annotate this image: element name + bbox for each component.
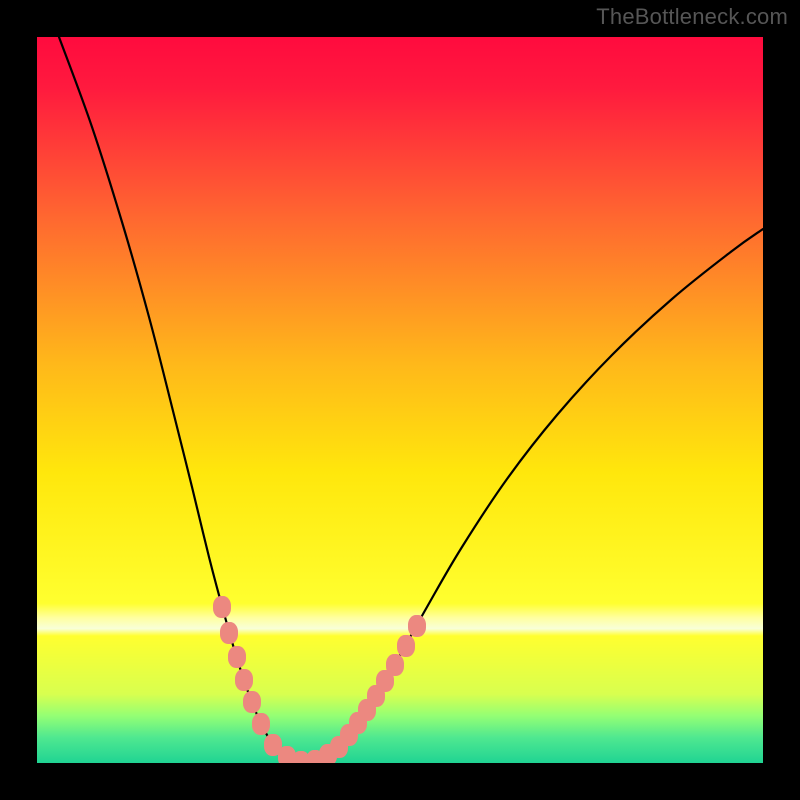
highlight-marker <box>220 622 238 644</box>
right-curve <box>302 229 763 762</box>
plot-area <box>37 37 763 763</box>
highlight-marker <box>252 713 270 735</box>
chart-canvas: TheBottleneck.com <box>0 0 800 800</box>
left-curve <box>59 37 302 762</box>
highlight-marker <box>243 691 261 713</box>
highlight-marker <box>408 615 426 637</box>
highlight-marker <box>235 669 253 691</box>
highlight-marker <box>386 654 404 676</box>
highlight-marker <box>397 635 415 657</box>
watermark-text: TheBottleneck.com <box>596 4 788 30</box>
highlight-marker <box>213 596 231 618</box>
highlight-marker <box>228 646 246 668</box>
